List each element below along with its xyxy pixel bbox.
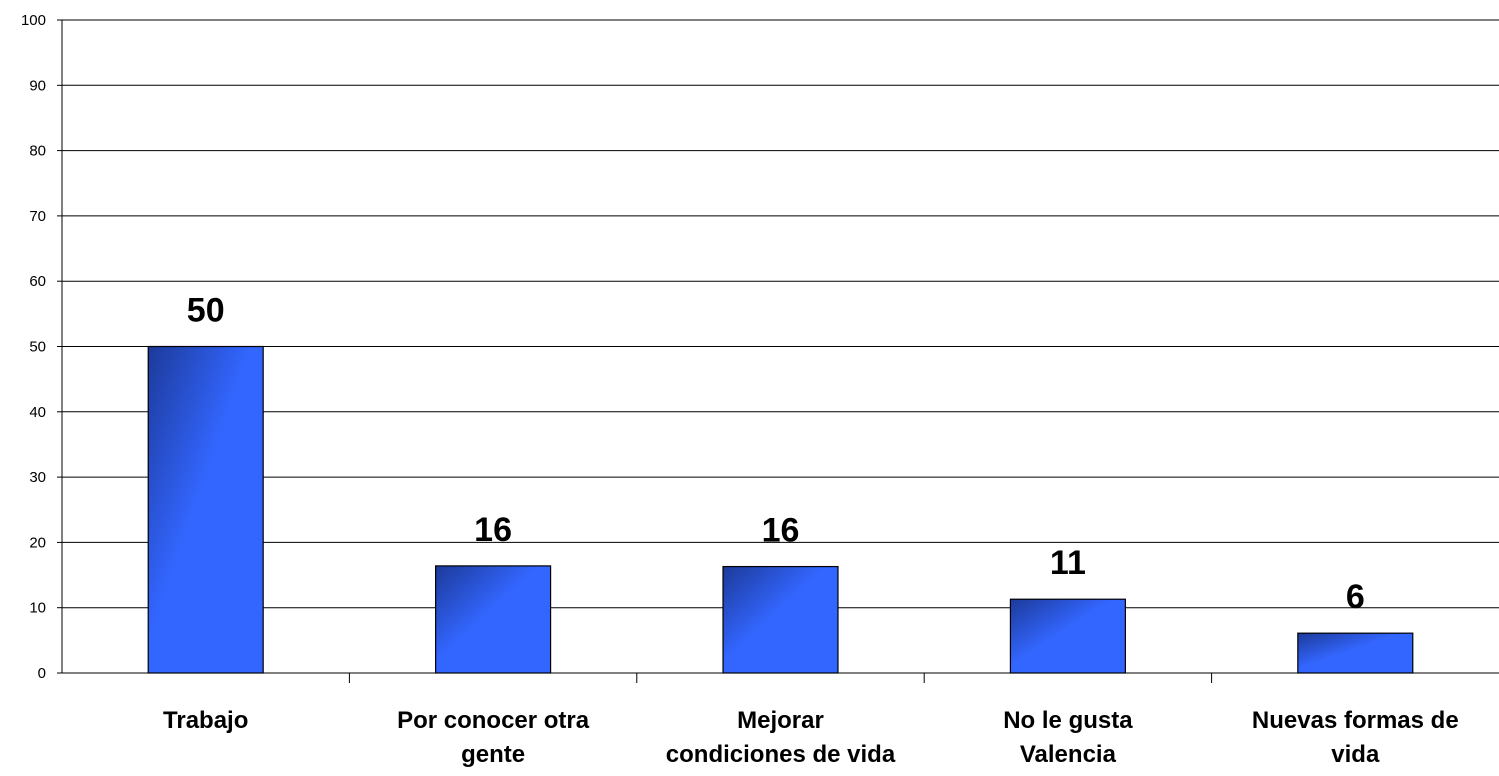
bar-3 — [722, 565, 839, 674]
gridlines — [62, 19, 1499, 609]
data-label-5: 6 — [1346, 578, 1365, 616]
data-label-3: 16 — [762, 512, 800, 550]
y-tick-label-80: 80 — [29, 143, 46, 160]
y-tick-label-60: 60 — [29, 273, 46, 290]
category-label-5: Nuevas formas de — [1252, 707, 1459, 734]
y-tick-label-90: 90 — [29, 77, 46, 94]
bar-4 — [1009, 598, 1126, 674]
y-tick-label-50: 50 — [29, 339, 46, 356]
labels: 0 10 20 30 40 50 60 70 80 90 100 50 Trabajo 16 Por con… — [21, 12, 1459, 768]
y-tick-label-100: 100 — [21, 12, 46, 29]
bars — [147, 345, 1414, 674]
category-label-4: Valencia — [1020, 741, 1117, 768]
category-label-1: Trabajo — [163, 707, 248, 734]
y-tick-label-0: 0 — [38, 665, 46, 682]
y-tick-label-70: 70 — [29, 208, 46, 225]
bar-5 — [1297, 632, 1414, 674]
data-label-4: 11 — [1050, 544, 1086, 582]
y-tick-label-10: 10 — [29, 600, 46, 617]
category-label-3: condiciones de vida — [666, 741, 896, 768]
bar-1 — [147, 345, 264, 674]
data-label-1: 50 — [187, 292, 225, 330]
bar-2 — [435, 565, 552, 674]
category-label-2: gente — [461, 741, 525, 768]
category-label-2: Por conocer otra — [397, 707, 590, 734]
y-tick-label-40: 40 — [29, 404, 46, 421]
y-tick-label-20: 20 — [29, 534, 46, 551]
category-label-5: vida — [1331, 741, 1380, 768]
y-tick-label-30: 30 — [29, 469, 46, 486]
data-label-2: 16 — [474, 511, 512, 549]
category-label-4: No le gusta — [1003, 707, 1133, 734]
category-label-3: Mejorar — [737, 707, 824, 734]
